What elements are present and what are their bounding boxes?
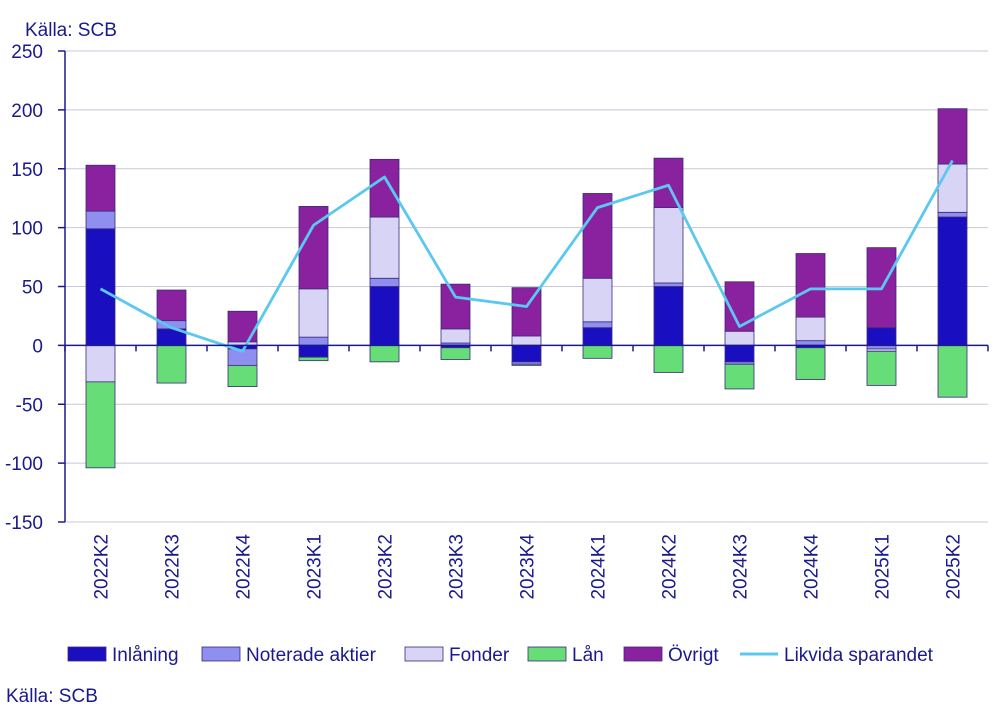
x-tick-label: 2022K3	[163, 534, 184, 600]
x-tick-label: 2023K1	[305, 534, 326, 600]
x-tick-label: 2023K4	[518, 534, 539, 600]
legend-label-inl-ning: Inlåning	[112, 645, 179, 666]
bar-fonder-2022k2	[85, 344, 116, 383]
legend-swatch-l-n	[527, 646, 567, 662]
bar--vrigt-2023k2	[369, 158, 400, 218]
legend-label--vrigt: Övrigt	[668, 645, 719, 666]
bar-noterade-aktier-2023k2	[369, 277, 400, 287]
y-tick-label: 200	[11, 101, 43, 122]
y-tick-label: -50	[16, 395, 43, 416]
x-tick-label: 2022K4	[234, 534, 255, 600]
bar-fonder-2023k4	[511, 335, 542, 346]
bars	[85, 108, 968, 469]
bar-fonder-2024k4	[795, 316, 826, 342]
bar-l-n-2024k3	[724, 363, 755, 390]
bar-fonder-2023k2	[369, 216, 400, 279]
bar-fonder-2025k2	[937, 163, 968, 213]
x-tick-label: 2024K2	[660, 534, 681, 600]
bar-inl-ning-2025k1	[866, 327, 897, 346]
gridlines	[65, 50, 988, 523]
x-tick-label: 2024K1	[589, 534, 610, 600]
x-tick-label: 2022K2	[92, 534, 113, 600]
bar-noterade-aktier-2022k2	[85, 210, 116, 230]
bar-noterade-aktier-2025k2	[937, 211, 968, 218]
bar-l-n-2025k1	[866, 350, 897, 386]
bar-l-n-2024k4	[795, 347, 826, 380]
x-tick-label: 2025K2	[944, 534, 965, 600]
x-tick-label: 2023K2	[376, 534, 397, 600]
x-tick-label: 2024K4	[802, 534, 823, 600]
bar--vrigt-2022k2	[85, 164, 116, 212]
y-tick-label: 0	[32, 336, 43, 357]
line-series	[99, 159, 954, 353]
y-tick-label: -100	[5, 454, 43, 475]
bar-inl-ning-2023k4	[511, 344, 542, 363]
bar-l-n-2022k3	[156, 344, 187, 384]
legend-swatch--vrigt	[623, 646, 663, 662]
legend: Inlåning Noterade aktier Fonder Lån Övrigt Li…	[67, 645, 934, 666]
legend-label-fonder: Fonder	[449, 645, 510, 666]
bar-l-n-2024k1	[582, 344, 613, 359]
bar-inl-ning-2024k2	[653, 286, 684, 346]
bar-l-n-2023k2	[369, 344, 400, 363]
bar-fonder-2024k2	[653, 207, 684, 284]
bar-noterade-aktier-2024k2	[653, 282, 684, 287]
legend-label-noterade-aktier: Noterade aktier	[246, 645, 377, 666]
bar-l-n-2023k3	[440, 347, 471, 360]
bar--vrigt-2024k2	[653, 157, 684, 209]
bar-noterade-aktier-2023k1	[298, 336, 329, 346]
bar-l-n-2023k4	[511, 363, 542, 366]
y-tick-labels: -150 -100 -50 0 50 100 150 200 250	[5, 42, 43, 534]
bar-l-n-2024k2	[653, 344, 684, 373]
bar-inl-ning-2023k1	[298, 344, 329, 358]
bar-l-n-2023k1	[298, 356, 329, 362]
bar--vrigt-2024k1	[582, 193, 613, 279]
bar-inl-ning-2024k1	[582, 327, 613, 346]
x-tick-labels: 2022K2 2022K3 2022K4 2023K1 2023K2 2023K3 2023…	[92, 534, 965, 600]
bar--vrigt-2023k3	[440, 283, 471, 330]
bar-l-n-2025k2	[937, 344, 968, 398]
bar--vrigt-2025k2	[937, 108, 968, 165]
y-tick-label: 50	[22, 278, 43, 299]
bar-noterade-aktier-2024k1	[582, 321, 613, 329]
legend-label-likvida-sparandet: Likvida sparandet	[784, 645, 934, 666]
y-tick-label: 150	[11, 160, 43, 181]
bar-fonder-2024k3	[724, 330, 755, 346]
bar-l-n-2022k2	[85, 381, 116, 469]
y-tick-label: 100	[11, 219, 43, 240]
x-tick-label: 2025K1	[873, 534, 894, 600]
bar--vrigt-2024k4	[795, 253, 826, 318]
legend-swatch-fonder	[404, 646, 444, 662]
bar--vrigt-2022k3	[156, 289, 187, 322]
x-tick-label: 2023K3	[447, 534, 468, 600]
y-tick-label: 250	[11, 42, 43, 63]
bar-inl-ning-2024k3	[724, 344, 755, 363]
source-note-bottom: Källa: SCB	[6, 686, 98, 707]
bar-inl-ning-2025k2	[937, 216, 968, 346]
legend-label-l-n: Lån	[572, 645, 604, 666]
bar-inl-ning-2023k2	[369, 286, 400, 346]
bar-l-n-2022k4	[227, 364, 258, 387]
legend-swatch-noterade-aktier	[201, 646, 241, 662]
bar--vrigt-2023k4	[511, 287, 542, 337]
x-tick-label: 2024K3	[731, 534, 752, 600]
legend-swatch-inl-ning	[67, 646, 107, 662]
bar--vrigt-2022k4	[227, 310, 258, 343]
bar-fonder-2024k1	[582, 277, 613, 323]
axes	[58, 50, 989, 523]
source-note-top: Källa: SCB	[25, 20, 117, 41]
bar-inl-ning-2022k2	[85, 228, 116, 346]
bar-fonder-2023k1	[298, 288, 329, 338]
y-tick-label: -150	[5, 513, 43, 534]
bar-fonder-2023k3	[440, 328, 471, 344]
